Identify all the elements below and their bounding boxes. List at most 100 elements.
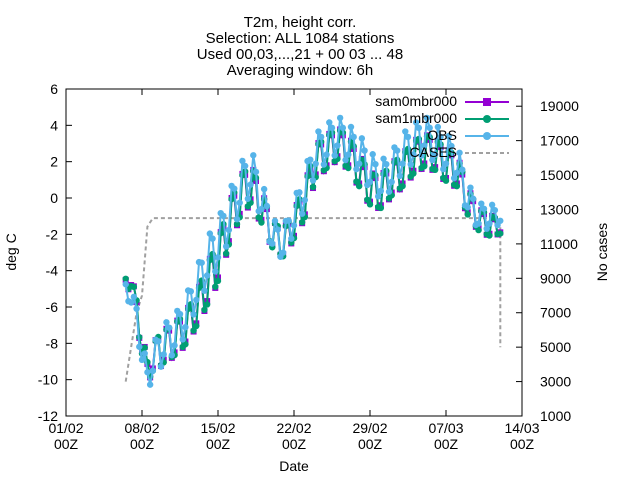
- point-obs: [385, 188, 393, 195]
- point-obs: [222, 243, 230, 250]
- point-sam1: [453, 182, 461, 190]
- y2-tick-label: 13000: [540, 201, 579, 217]
- point-sam1: [201, 306, 208, 314]
- point-sam1: [309, 183, 317, 191]
- point-obs: [475, 220, 482, 227]
- point-obs: [190, 311, 197, 318]
- y-tick-label: -6: [46, 299, 59, 315]
- x-tick-label: 29/02: [352, 420, 387, 436]
- x-tick-label-hour: 00Z: [282, 436, 307, 452]
- point-obs: [157, 363, 165, 370]
- point-sam1: [399, 182, 406, 190]
- legend: sam0mbr000 sam1mbr000 OBS CASES: [375, 93, 509, 160]
- y2-tick-label: 15000: [540, 167, 579, 183]
- point-obs: [437, 133, 444, 141]
- point-obs: [233, 215, 241, 223]
- y-tick-label: -2: [46, 226, 59, 242]
- point-obs: [480, 205, 488, 212]
- point-obs: [136, 343, 143, 350]
- point-sam1: [222, 250, 230, 257]
- point-obs: [410, 151, 417, 158]
- point-obs: [334, 142, 341, 149]
- point-obs: [133, 305, 140, 312]
- y-tick-label: 4: [50, 117, 58, 133]
- point-obs: [168, 352, 176, 359]
- point-sam1: [214, 277, 222, 285]
- x-tick-label-hour: 00Z: [54, 436, 79, 452]
- point-obs: [328, 124, 336, 132]
- legend-label-sam0: sam0mbr000: [375, 93, 457, 109]
- point-obs: [182, 323, 189, 331]
- point-obs: [497, 217, 504, 224]
- point-obs: [421, 142, 428, 149]
- point-obs: [279, 249, 287, 256]
- x-axis-label: Date: [279, 458, 309, 474]
- x-tick-label-hour: 00Z: [130, 436, 155, 452]
- y-tick-label: 0: [50, 190, 58, 206]
- point-sam1: [464, 211, 471, 218]
- point-obs: [331, 152, 338, 159]
- point-obs: [320, 161, 328, 168]
- point-obs: [423, 114, 431, 122]
- point-obs: [212, 268, 219, 275]
- x-tick-label-hour: 00Z: [358, 436, 383, 452]
- point-obs: [290, 222, 298, 229]
- point-obs: [393, 147, 401, 154]
- point-obs: [263, 202, 271, 210]
- y-tick-label: -10: [38, 372, 58, 388]
- point-obs: [241, 162, 249, 170]
- legend-label-cases: CASES: [410, 144, 457, 160]
- point-obs: [412, 119, 420, 126]
- y2-tick-label: 17000: [540, 133, 579, 149]
- point-sam1: [255, 214, 262, 221]
- point-obs: [372, 160, 379, 168]
- point-obs: [258, 205, 265, 213]
- point-sam1: [475, 226, 482, 234]
- point-obs: [491, 206, 499, 214]
- point-obs: [274, 226, 281, 233]
- point-obs: [326, 119, 333, 126]
- point-obs: [399, 160, 406, 167]
- point-obs: [236, 199, 243, 206]
- point-obs: [315, 128, 322, 135]
- point-obs: [396, 172, 404, 180]
- point-sam1: [141, 344, 148, 351]
- point-obs: [418, 152, 425, 159]
- point-obs: [271, 217, 279, 225]
- legend-marker-sam0: [483, 98, 491, 106]
- point-sam1: [345, 164, 352, 172]
- point-obs: [312, 160, 319, 167]
- point-obs: [374, 193, 382, 200]
- point-obs: [440, 165, 447, 173]
- point-obs: [160, 351, 167, 358]
- point-obs: [464, 204, 471, 211]
- point-obs: [426, 124, 433, 132]
- point-obs: [298, 210, 306, 217]
- point-obs: [288, 235, 295, 242]
- point-obs: [488, 201, 496, 209]
- point-obs: [456, 149, 463, 156]
- point-sam1: [122, 275, 129, 282]
- point-obs: [244, 195, 252, 202]
- point-obs: [260, 185, 268, 193]
- point-obs: [201, 287, 208, 294]
- point-obs: [377, 187, 385, 195]
- point-sam1: [366, 201, 374, 208]
- point-sam1: [298, 219, 306, 226]
- point-obs: [285, 217, 292, 224]
- point-obs: [347, 123, 355, 131]
- point-sam1: [486, 232, 493, 239]
- point-sam1: [421, 162, 428, 170]
- y-axis-label: deg C: [3, 233, 19, 270]
- point-obs: [448, 142, 455, 150]
- point-obs: [193, 296, 200, 304]
- point-obs: [296, 189, 303, 196]
- y2-tick-label: 1000: [540, 408, 571, 424]
- point-obs: [380, 155, 387, 162]
- point-obs: [453, 169, 461, 176]
- point-obs: [469, 195, 477, 202]
- point-obs: [483, 225, 490, 232]
- point-obs: [404, 133, 412, 141]
- point-obs: [130, 293, 138, 301]
- point-sam1: [377, 204, 385, 212]
